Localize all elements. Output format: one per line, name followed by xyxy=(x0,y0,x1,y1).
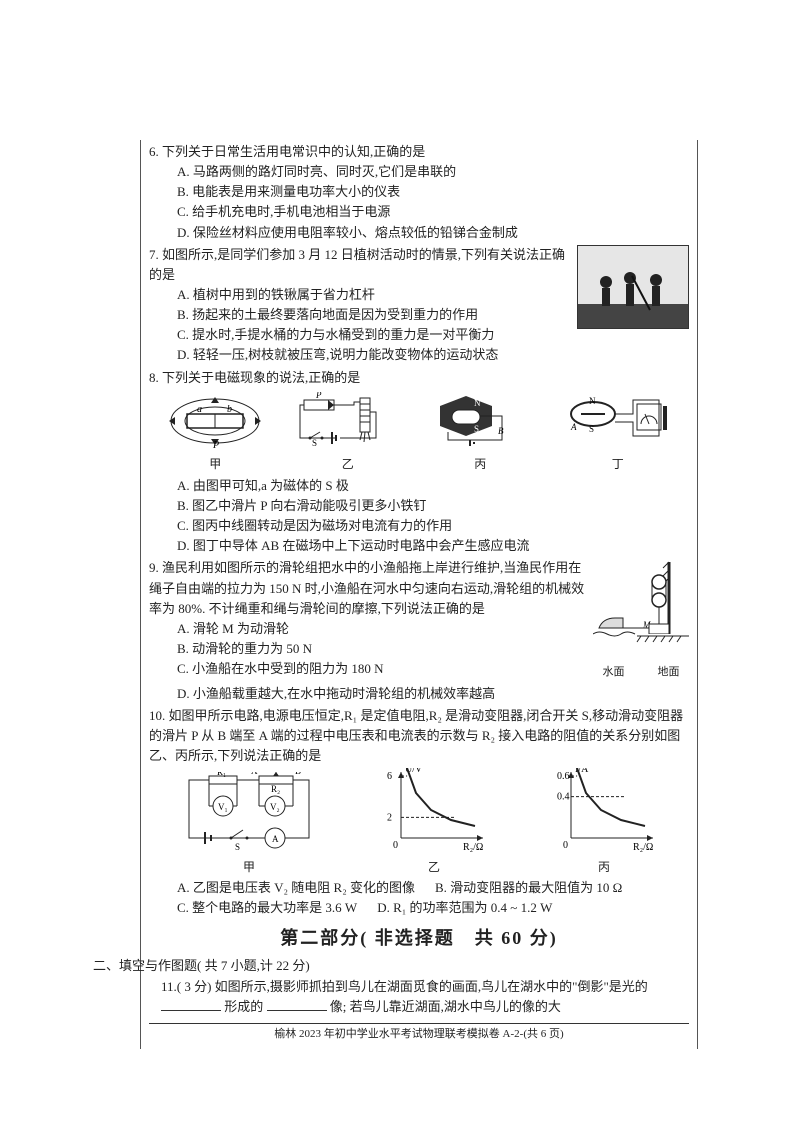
svg-text:B: B xyxy=(498,426,504,436)
q9-diagram: M 水面 地面 xyxy=(593,558,689,681)
q8-label-bing: 丙 xyxy=(430,455,530,474)
q10-stem: 10. 如图甲所示电路,电源电压恒定,R₁ 是定值电阻,R₂ 是滑动变阻器,闭合… xyxy=(149,706,689,766)
q9-water-label: 水面 xyxy=(603,666,625,678)
svg-text:0: 0 xyxy=(393,840,398,851)
q8-label-yi: 乙 xyxy=(298,455,398,474)
q11-mid1: 形成的 xyxy=(224,999,263,1014)
svg-text:0: 0 xyxy=(563,840,568,851)
q10-label-yi: 乙 xyxy=(379,858,489,877)
svg-text:B: B xyxy=(295,772,301,776)
q11-blank1 xyxy=(161,998,221,1011)
q11-pre: 11.( 3 分) 如图所示,摄影师抓拍到鸟儿在湖面觅食的画面,鸟儿在湖水中的"… xyxy=(161,979,648,994)
q10-chart-yi: U/VR₂/Ω062 乙 xyxy=(379,768,489,876)
sec2-heading: 二、填空与作图题( 共 7 小题,计 22 分) xyxy=(93,956,689,976)
q10-opt-a: A. 乙图是电压表 V₂ 随电阻 R₂ 变化的图像 xyxy=(177,878,415,898)
q10-label-bing: 丙 xyxy=(549,858,659,877)
svg-text:R₂: R₂ xyxy=(271,784,280,794)
q8-fig-bing: N S B 丙 xyxy=(430,392,530,474)
q10-opt-b: B. 滑动变阻器的最大阻值为 10 Ω xyxy=(435,878,622,898)
q8-opt-b: B. 图乙中滑片 P 向右滑动能吸引更多小铁钉 xyxy=(149,496,689,516)
q10-label-jia: 甲 xyxy=(179,858,319,877)
jia-b: b xyxy=(227,404,232,415)
q7-photo xyxy=(577,245,689,329)
svg-text:0.4: 0.4 xyxy=(557,792,570,803)
q8-opt-c: C. 图丙中线圈转动是因为磁场对电流有力的作用 xyxy=(149,516,689,536)
q8-opt-a: A. 由图甲可知,a 为磁体的 S 极 xyxy=(149,476,689,496)
q8-fig-ding: N S A 丁 xyxy=(563,392,673,474)
svg-text:V₁: V₁ xyxy=(218,802,228,812)
q10-chart-bing: I/AR₂/Ω00.60.4 丙 xyxy=(549,768,659,876)
q8-fig-jia: a b P 甲 xyxy=(165,392,265,474)
svg-text:R₂/Ω: R₂/Ω xyxy=(633,842,653,852)
q11-blank2 xyxy=(267,998,327,1011)
q6-opt-a: A. 马路两侧的路灯同时亮、同时灭,它们是串联的 xyxy=(149,162,689,182)
q10-opts-row2: C. 整个电路的最大功率是 3.6 W D. R₁ 的功率范围为 0.4 ~ 1… xyxy=(149,898,689,918)
svg-text:S: S xyxy=(312,438,317,448)
q8-fig-yi: P S 乙 xyxy=(298,392,398,474)
q6-stem: 6. 下列关于日常生活用电常识中的认知,正确的是 xyxy=(149,142,689,162)
svg-text:P: P xyxy=(315,392,322,400)
svg-text:A: A xyxy=(272,834,279,844)
svg-text:0.6: 0.6 xyxy=(557,771,570,782)
q8-opt-d: D. 图丁中导体 AB 在磁场中上下运动时电路中会产生感应电流 xyxy=(149,536,689,556)
q8-label-ding: 丁 xyxy=(563,455,673,474)
jia-a: a xyxy=(197,404,202,415)
svg-text:V₂: V₂ xyxy=(270,802,280,812)
q9-ground-label: 地面 xyxy=(658,666,680,678)
page-footer: 榆林 2023 年初中学业水平考试物理联考模拟卷 A-2-(共 6 页) xyxy=(149,1023,689,1043)
svg-text:N: N xyxy=(474,398,481,408)
svg-text:N: N xyxy=(589,396,596,406)
q6-opt-d: D. 保险丝材料应使用电阻率较小、熔点较低的铅锑合金制成 xyxy=(149,223,689,243)
svg-text:6: 6 xyxy=(387,771,392,782)
svg-text:A: A xyxy=(570,422,577,432)
jia-p: P xyxy=(212,440,219,450)
q8-figures: a b P 甲 P xyxy=(149,392,689,474)
exam-page: 6. 下列关于日常生活用电常识中的认知,正确的是 A. 马路两侧的路灯同时亮、同… xyxy=(140,140,698,1049)
part2-title: 第二部分( 非选择题 共 60 分) xyxy=(149,925,689,953)
q9-opt-d: D. 小渔船载重越大,在水中拖动时滑轮组的机械效率越高 xyxy=(149,684,689,704)
q6-opt-c: C. 给手机充电时,手机电池相当于电源 xyxy=(149,202,689,222)
svg-text:S: S xyxy=(474,424,479,434)
q10-opt-d: D. R₁ 的功率范围为 0.4 ~ 1.2 W xyxy=(377,898,552,918)
q11-text: 11.( 3 分) 如图所示,摄影师抓拍到鸟儿在湖面觅食的画面,鸟儿在湖水中的"… xyxy=(149,977,689,1017)
svg-text:S: S xyxy=(589,424,594,434)
q10-circuit-jia: R₁ A B R₂ V₁ V₂ S xyxy=(179,772,319,876)
q7-opt-d: D. 轻轻一压,树枝就被压弯,说明力能改变物体的运动状态 xyxy=(149,345,689,365)
q6-opt-b: B. 电能表是用来测量电功率大小的仪表 xyxy=(149,182,689,202)
svg-text:S: S xyxy=(235,842,240,852)
q10-figures: R₁ A B R₂ V₁ V₂ S xyxy=(149,768,689,876)
svg-text:A: A xyxy=(251,772,258,776)
svg-text:2: 2 xyxy=(387,812,392,823)
q8-label-jia: 甲 xyxy=(165,455,265,474)
q10-opts-row1: A. 乙图是电压表 V₂ 随电阻 R₂ 变化的图像 B. 滑动变阻器的最大阻值为… xyxy=(149,878,689,898)
q8-stem: 8. 下列关于电磁现象的说法,正确的是 xyxy=(149,368,689,388)
q11-mid2: 像; 若鸟儿靠近湖面,湖水中鸟儿的像的大 xyxy=(330,999,561,1014)
svg-text:R₂/Ω: R₂/Ω xyxy=(463,842,483,852)
svg-text:R₁: R₁ xyxy=(217,772,226,777)
q10-opt-c: C. 整个电路的最大功率是 3.6 W xyxy=(177,898,357,918)
